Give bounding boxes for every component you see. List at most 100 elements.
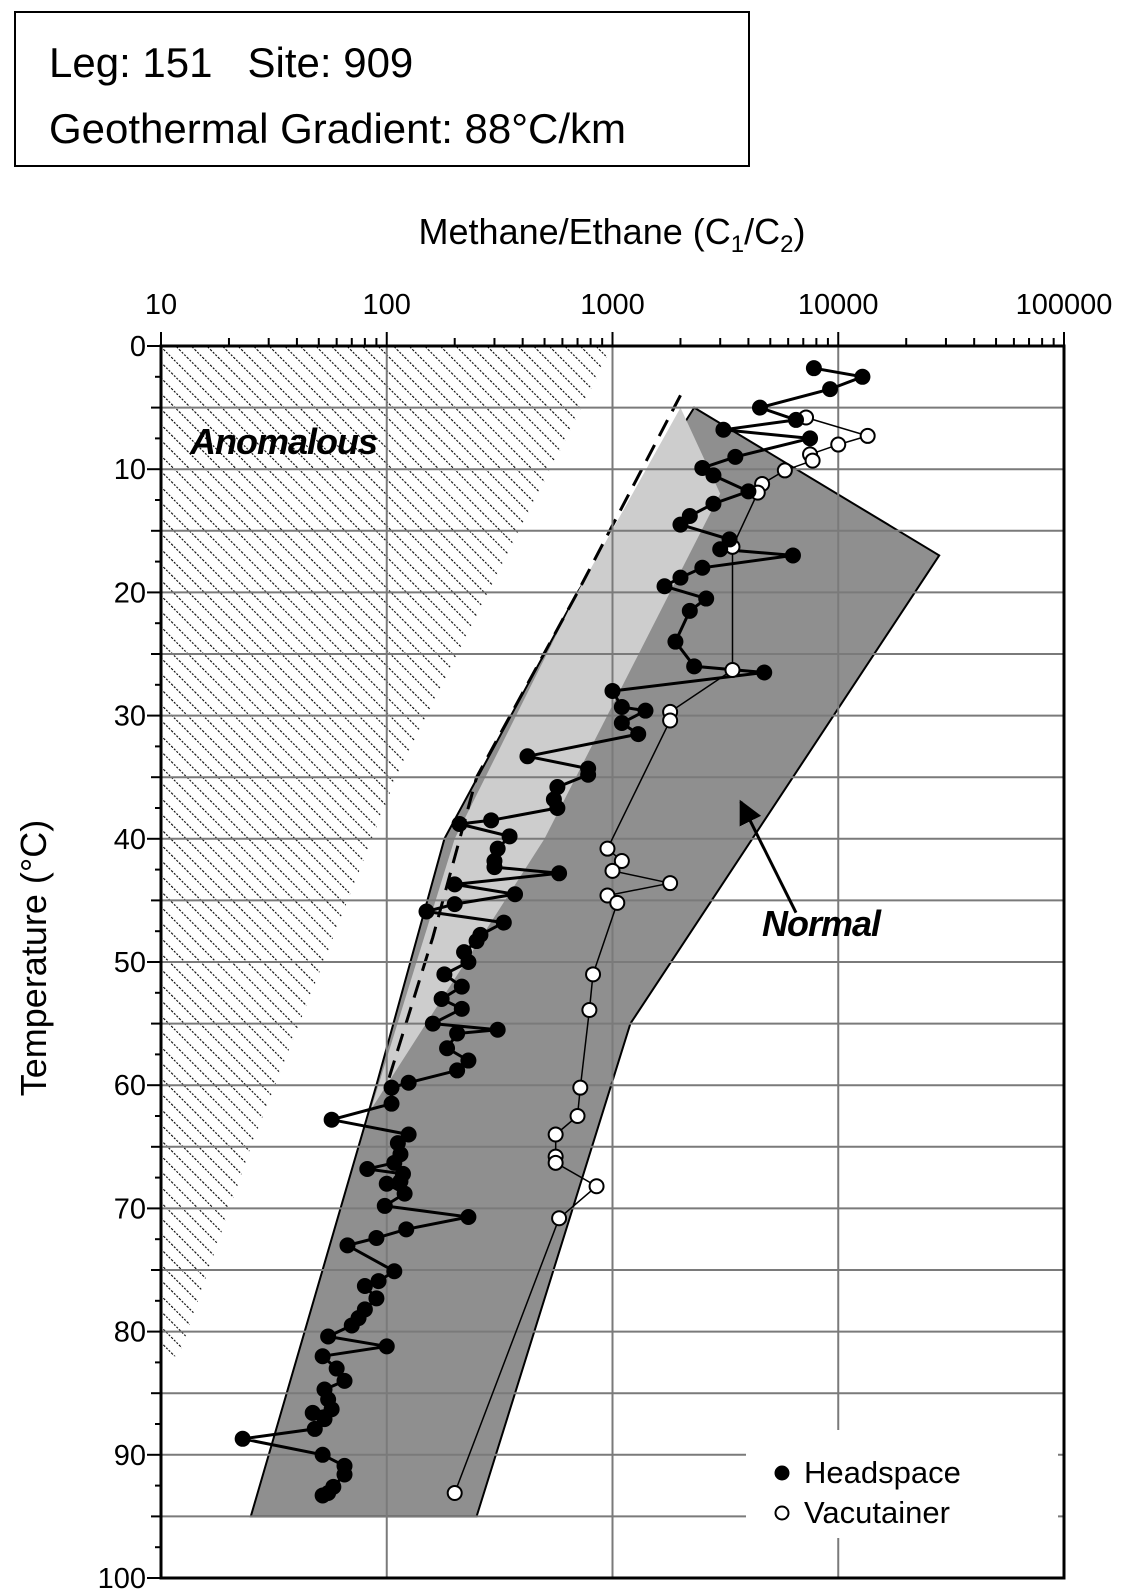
headspace-point — [483, 812, 500, 829]
headspace-point — [449, 1062, 466, 1079]
plot-frame — [159, 344, 1066, 1580]
headspace-point — [328, 1360, 345, 1377]
vacutainer-point — [662, 712, 679, 729]
headspace-point — [234, 1430, 251, 1447]
headspace-point — [489, 1021, 506, 1038]
vacutainer-point — [804, 452, 821, 469]
vacutainer-point — [588, 1178, 605, 1195]
headspace-point — [460, 1209, 477, 1226]
headspace-point — [336, 1466, 353, 1483]
headspace-point — [368, 1229, 385, 1246]
headspace-point — [721, 531, 738, 548]
headspace-point — [802, 430, 819, 447]
headspace-point — [320, 1484, 337, 1501]
headspace-point — [822, 381, 839, 398]
y-tick-label: 100 — [98, 1563, 146, 1591]
headspace-point — [339, 1237, 356, 1254]
y-tick-label: 70 — [114, 1193, 146, 1225]
headspace-point — [519, 748, 536, 765]
legend-vacutainer-marker — [774, 1505, 790, 1521]
headspace-point — [501, 828, 518, 845]
headspace-point — [740, 483, 757, 500]
headspace-point — [436, 966, 453, 983]
x-tick-label: 1000 — [580, 289, 645, 321]
y-tick-label: 30 — [114, 701, 146, 733]
vacutainer-point — [609, 894, 626, 911]
headspace-point — [705, 467, 722, 484]
headspace-point — [323, 1111, 340, 1128]
y-tick-label: 10 — [114, 454, 146, 486]
x-tick-label: 100 — [363, 289, 411, 321]
headspace-point — [386, 1263, 403, 1280]
vacutainer-point — [569, 1108, 586, 1124]
x-tick-label: 10000 — [798, 289, 879, 321]
headspace-point — [446, 896, 463, 913]
y-axis-title: Temperature (°C) — [13, 820, 54, 1096]
headspace-point — [580, 766, 597, 783]
vacutainer-point — [724, 662, 741, 679]
vacutainer-point — [547, 1126, 564, 1143]
vacutainer-point — [604, 862, 621, 879]
x-tick-label: 10 — [145, 289, 177, 321]
legend: Headspace Vacutainer — [746, 1430, 1058, 1538]
headspace-point — [630, 726, 647, 743]
headspace-point — [446, 876, 463, 893]
y-tick-label: 80 — [114, 1317, 146, 1349]
geothermal-gradient-label: Geothermal Gradient: 88°C/km — [49, 105, 627, 152]
headspace-point — [356, 1278, 373, 1295]
headspace-point — [383, 1095, 400, 1112]
info-box: Leg: 151 Site: 909 Geothermal Gradient: … — [14, 11, 750, 167]
x-tick-label: 100000 — [1016, 289, 1113, 321]
vacutainer-point — [572, 1079, 589, 1096]
headspace-point — [681, 602, 698, 619]
headspace-point — [453, 978, 470, 995]
headspace-point — [656, 578, 673, 595]
headspace-point — [727, 448, 744, 465]
vacutainer-point — [776, 462, 793, 479]
vacutainer-point — [551, 1210, 568, 1227]
headspace-point — [686, 658, 703, 675]
headspace-point — [398, 1221, 415, 1238]
vacutainer-point — [613, 852, 630, 869]
headspace-point — [694, 459, 711, 476]
anomalous-label: Anomalous — [189, 421, 377, 462]
headspace-point — [751, 399, 768, 416]
headspace-point — [314, 1348, 331, 1365]
headspace-point — [854, 368, 871, 385]
headspace-point — [637, 702, 654, 719]
headspace-point — [486, 859, 503, 876]
y-tick-label: 20 — [114, 577, 146, 609]
legend-vacutainer-label: Vacutainer — [804, 1495, 950, 1530]
headspace-point — [336, 1372, 353, 1389]
headspace-point — [549, 800, 566, 816]
headspace-point — [400, 1126, 417, 1143]
y-tick-label: 50 — [114, 947, 146, 979]
headspace-point — [439, 1040, 456, 1057]
headspace-point — [788, 411, 805, 428]
headspace-point — [705, 495, 722, 512]
headspace-point — [396, 1185, 413, 1202]
headspace-point — [370, 1273, 387, 1290]
headspace-point — [418, 903, 435, 920]
vacutainer-point — [662, 875, 679, 892]
headspace-point — [495, 914, 512, 931]
headspace-point — [672, 516, 689, 533]
headspace-point — [424, 1015, 441, 1032]
headspace-point — [507, 886, 524, 903]
x-axis-title: Methane/Ethane (C1/C2) — [419, 211, 806, 258]
vacutainer-point — [859, 427, 876, 444]
headspace-point — [316, 1411, 333, 1428]
normal-label: Normal — [762, 903, 882, 944]
headspace-point — [400, 1074, 417, 1091]
y-tick-label: 0 — [130, 331, 146, 363]
headspace-point — [359, 1160, 376, 1177]
headspace-point — [613, 714, 630, 731]
headspace-point — [694, 559, 711, 576]
headspace-point — [805, 360, 822, 377]
headspace-point — [386, 1154, 403, 1171]
headspace-point — [378, 1175, 395, 1192]
legend-background — [746, 1430, 1058, 1538]
headspace-point — [453, 1000, 470, 1017]
headspace-point — [451, 816, 468, 833]
